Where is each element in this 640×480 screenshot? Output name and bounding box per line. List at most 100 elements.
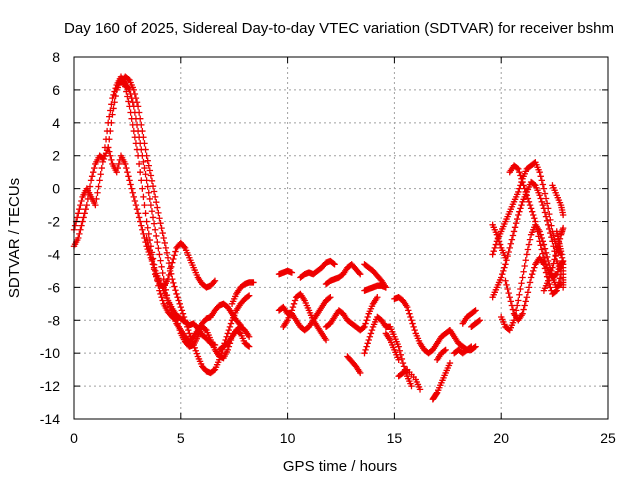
data-point <box>190 341 197 349</box>
data-point <box>520 182 527 189</box>
data-point <box>559 284 567 291</box>
data-point <box>148 256 156 263</box>
data-point <box>158 294 165 301</box>
series-s8 <box>275 267 296 278</box>
data-point <box>322 336 330 344</box>
data-point <box>170 255 177 263</box>
data-point <box>522 257 529 264</box>
data-point <box>520 306 527 313</box>
data-point <box>161 239 168 247</box>
data-point <box>159 229 166 237</box>
data-point <box>115 160 123 168</box>
data-point <box>502 261 509 268</box>
series-s36 <box>553 228 567 291</box>
data-point <box>166 267 174 275</box>
data-point <box>132 201 140 209</box>
data-point <box>146 195 154 203</box>
y-tick-label: -12 <box>40 378 60 394</box>
data-point <box>156 215 163 222</box>
data-point <box>530 267 537 275</box>
data-point <box>132 94 140 102</box>
data-point <box>514 302 521 309</box>
data-point <box>288 269 296 276</box>
data-point <box>157 257 164 264</box>
data-point <box>185 326 192 334</box>
data-point <box>83 201 91 209</box>
x-tick-label: 15 <box>387 430 403 446</box>
data-point <box>140 230 147 238</box>
data-point <box>98 164 105 172</box>
data-point <box>538 246 545 253</box>
data-point <box>174 294 181 301</box>
data-point <box>536 168 543 176</box>
data-point <box>544 221 552 229</box>
data-point <box>145 243 152 250</box>
data-point <box>330 260 337 267</box>
data-point <box>543 217 551 224</box>
data-point <box>516 185 523 192</box>
data-point <box>541 245 549 252</box>
data-point <box>145 230 152 238</box>
data-point <box>519 310 526 317</box>
data-point <box>472 307 479 314</box>
data-point <box>327 294 334 301</box>
data-point <box>527 205 535 212</box>
data-point <box>157 290 164 298</box>
data-point <box>361 323 368 331</box>
data-point <box>363 317 370 324</box>
x-tick-label: 5 <box>177 430 185 446</box>
data-point <box>170 279 177 287</box>
data-point <box>548 222 555 229</box>
data-point <box>363 343 370 350</box>
data-point <box>471 308 478 315</box>
data-point <box>96 177 103 184</box>
data-point <box>502 254 509 261</box>
data-point <box>411 326 418 334</box>
data-point <box>154 204 161 211</box>
y-tick-label: -6 <box>48 279 61 295</box>
data-point <box>542 249 550 257</box>
data-point <box>107 107 114 114</box>
data-point <box>546 225 553 233</box>
data-point <box>516 291 523 298</box>
data-point <box>399 359 407 367</box>
data-point <box>210 367 218 374</box>
data-point <box>77 201 84 209</box>
data-point <box>102 136 110 143</box>
data-point <box>133 206 141 213</box>
data-point <box>549 264 556 271</box>
y-tick-label: 4 <box>52 115 60 131</box>
data-point <box>139 226 146 233</box>
y-tick-label: 8 <box>52 49 60 65</box>
y-tick-label: 6 <box>52 82 60 98</box>
series-s32 <box>502 254 565 324</box>
data-point <box>99 158 107 166</box>
data-point <box>159 297 166 304</box>
data-point <box>547 216 554 224</box>
data-point <box>290 300 298 308</box>
data-point <box>244 293 252 300</box>
data-point <box>138 177 145 184</box>
data-point <box>147 251 155 258</box>
data-point <box>365 336 372 344</box>
data-point <box>141 201 148 209</box>
data-point <box>123 88 130 95</box>
data-point <box>539 201 547 209</box>
data-point <box>225 326 233 334</box>
y-tick-label: -2 <box>48 214 61 230</box>
data-point <box>139 127 146 135</box>
data-point <box>192 347 199 354</box>
data-point <box>97 171 104 178</box>
data-point <box>502 277 509 284</box>
data-point <box>362 320 369 327</box>
data-point <box>125 173 132 180</box>
data-points <box>70 73 567 403</box>
data-point <box>537 173 544 180</box>
data-point <box>122 160 129 168</box>
data-point <box>503 281 510 289</box>
data-point <box>91 164 98 172</box>
data-point <box>527 274 535 281</box>
data-point <box>158 263 165 270</box>
data-point <box>93 195 100 203</box>
data-point <box>398 355 406 363</box>
